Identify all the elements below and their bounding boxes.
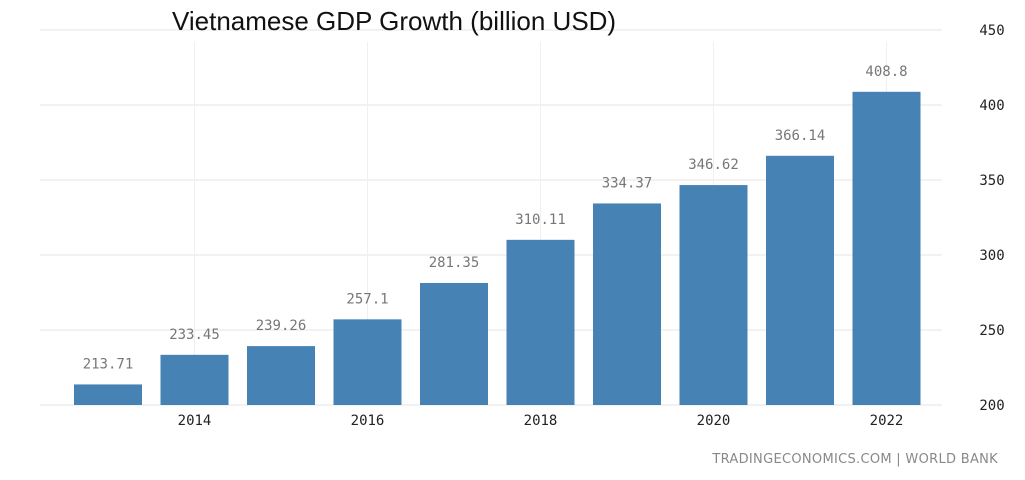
data-label: 239.26 (256, 318, 307, 334)
data-label: 233.45 (169, 327, 220, 343)
y-tick-label: 400 (979, 98, 1004, 114)
bar (679, 185, 748, 405)
bar (333, 319, 402, 405)
bar (74, 384, 142, 405)
y-tick-label: 450 (979, 23, 1004, 39)
y-tick-label: 200 (979, 398, 1004, 414)
bar (506, 239, 575, 405)
data-label: 408.8 (865, 64, 907, 80)
data-label: 213.71 (83, 356, 134, 372)
x-tick-label: 2016 (351, 413, 385, 429)
data-label: 257.1 (346, 291, 388, 307)
source-credit: TRADINGECONOMICS.COM | WORLD BANK (712, 452, 998, 467)
bar (766, 155, 834, 405)
bar (852, 91, 921, 406)
y-tick-label: 350 (979, 173, 1004, 189)
bar (160, 354, 229, 405)
x-tick-label: 2022 (870, 413, 904, 429)
data-label: 346.62 (688, 157, 739, 173)
y-tick-label: 300 (979, 248, 1004, 264)
bar (593, 203, 661, 405)
data-label: 334.37 (602, 175, 653, 191)
x-tick-label: 2014 (178, 413, 212, 429)
data-label: 310.11 (515, 212, 566, 228)
bar (420, 282, 488, 405)
data-label: 366.14 (775, 128, 826, 144)
chart-title: Vietnamese GDP Growth (billion USD) (172, 6, 617, 36)
x-tick-label: 2018 (524, 413, 558, 429)
data-label: 281.35 (429, 255, 480, 271)
y-tick-label: 250 (979, 323, 1004, 339)
x-tick-label: 2020 (697, 413, 731, 429)
bar (247, 346, 315, 405)
